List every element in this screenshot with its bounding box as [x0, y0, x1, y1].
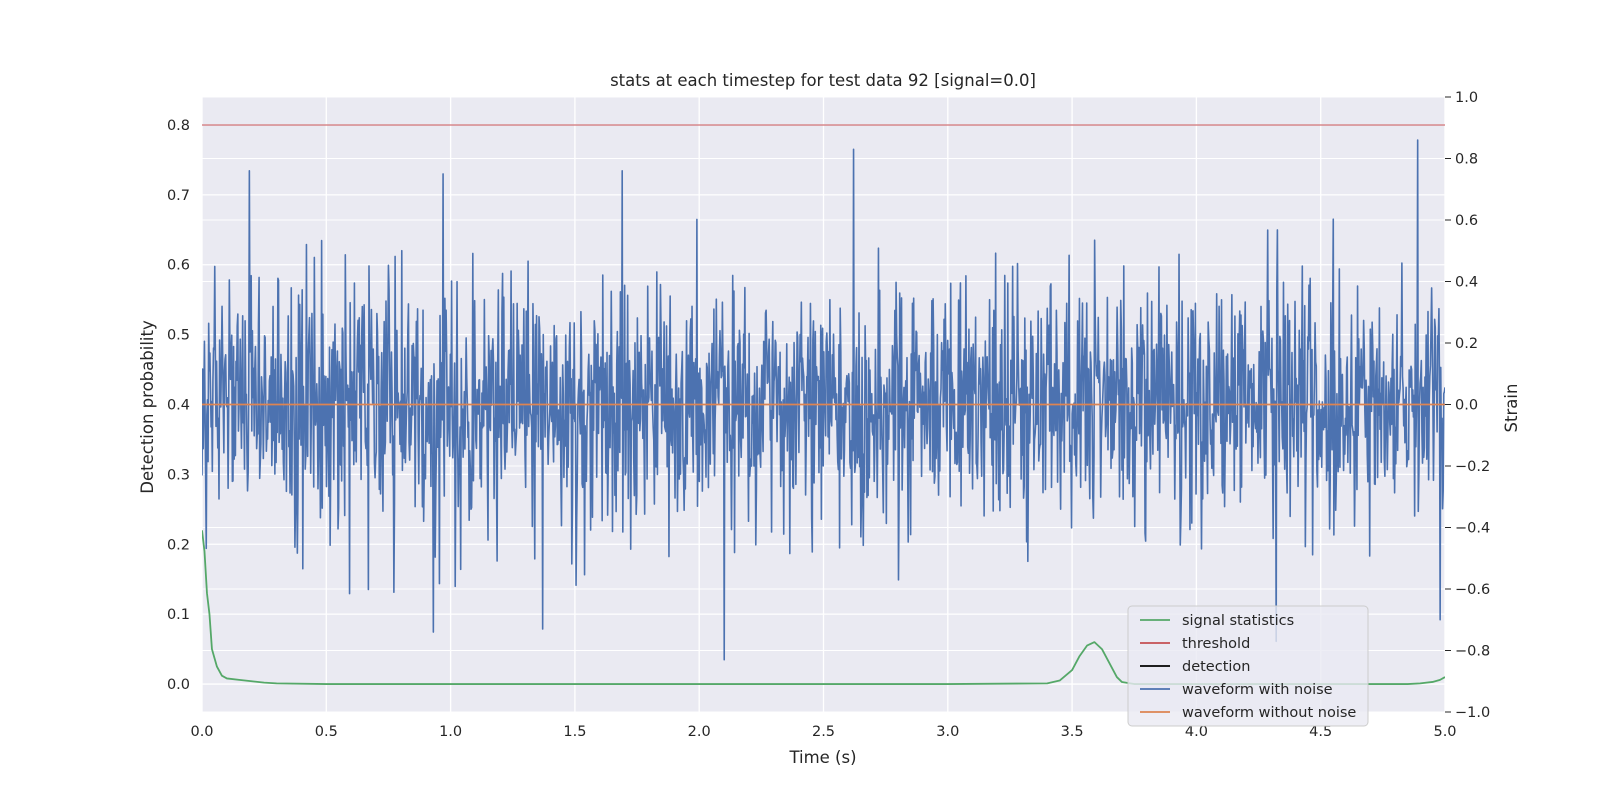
- y2-tick-label: 0.8: [1455, 152, 1478, 168]
- y-axis-ticks: 0.0 0.1 0.2 0.3 0.4 0.5 0.6 0.7 0.8: [167, 118, 190, 693]
- x-tick-label: 3.5: [1061, 724, 1084, 740]
- y2-axis-label: Strain: [1502, 384, 1521, 433]
- legend-label: waveform with noise: [1182, 682, 1333, 698]
- x-tick-label: 2.0: [688, 724, 711, 740]
- y-tick-label: 0.4: [167, 398, 190, 414]
- legend-label: threshold: [1182, 636, 1250, 652]
- y2-tick-label: −1.0: [1455, 705, 1490, 721]
- series-waveform-with-noise: [202, 139, 1445, 661]
- y-tick-label: 0.1: [167, 607, 190, 623]
- x-tick-label: 2.5: [812, 724, 835, 740]
- x-tick-label: 0.0: [190, 724, 213, 740]
- y2-tick-label: −0.8: [1455, 644, 1490, 660]
- legend-label: waveform without noise: [1182, 705, 1356, 721]
- y2-tick-label: −0.6: [1455, 582, 1490, 598]
- y-tick-label: 0.7: [167, 188, 190, 204]
- y-tick-label: 0.6: [167, 258, 190, 274]
- y2-axis-ticks: −1.0 −0.8 −0.6 −0.4 −0.2 0.0 0.2 0.4 0.6 0.8 1.0: [1445, 90, 1490, 721]
- x-tick-label: 5.0: [1433, 724, 1456, 740]
- y-tick-label: 0.3: [167, 467, 190, 483]
- x-tick-label: 0.5: [315, 724, 338, 740]
- y2-tick-label: −0.4: [1455, 521, 1490, 537]
- legend-label: signal statistics: [1182, 613, 1294, 629]
- x-tick-label: 3.0: [936, 724, 959, 740]
- y2-tick-label: −0.2: [1455, 459, 1490, 475]
- x-tick-label: 1.5: [563, 724, 586, 740]
- x-tick-label: 1.0: [439, 724, 462, 740]
- legend-box: [1127, 605, 1369, 727]
- y-axis-label: Detection probability: [138, 320, 157, 494]
- y-tick-label: 0.8: [167, 118, 190, 134]
- y-tick-label: 0.5: [167, 328, 190, 344]
- x-axis-label: Time (s): [788, 748, 856, 767]
- y-tick-label: 0.0: [167, 677, 190, 693]
- chart-title: stats at each timestep for test data 92 …: [610, 71, 1036, 90]
- y2-tick-label: 0.0: [1455, 398, 1478, 414]
- legend-label: detection: [1182, 659, 1250, 675]
- x-tick-label: 4.0: [1185, 724, 1208, 740]
- y2-tick-label: 0.4: [1455, 275, 1478, 291]
- y2-tick-label: 0.2: [1455, 336, 1478, 352]
- y2-tick-label: 1.0: [1455, 90, 1478, 106]
- y-tick-label: 0.2: [167, 537, 190, 553]
- x-tick-label: 4.5: [1309, 724, 1332, 740]
- y2-tick-label: 0.6: [1455, 213, 1478, 229]
- x-axis-ticks: 0.0 0.5 1.0 1.5 2.0 2.5 3.0 3.5 4.0 4.5 5.0: [190, 724, 1456, 740]
- legend: signal statistics threshold detection wavef…: [1127, 605, 1369, 727]
